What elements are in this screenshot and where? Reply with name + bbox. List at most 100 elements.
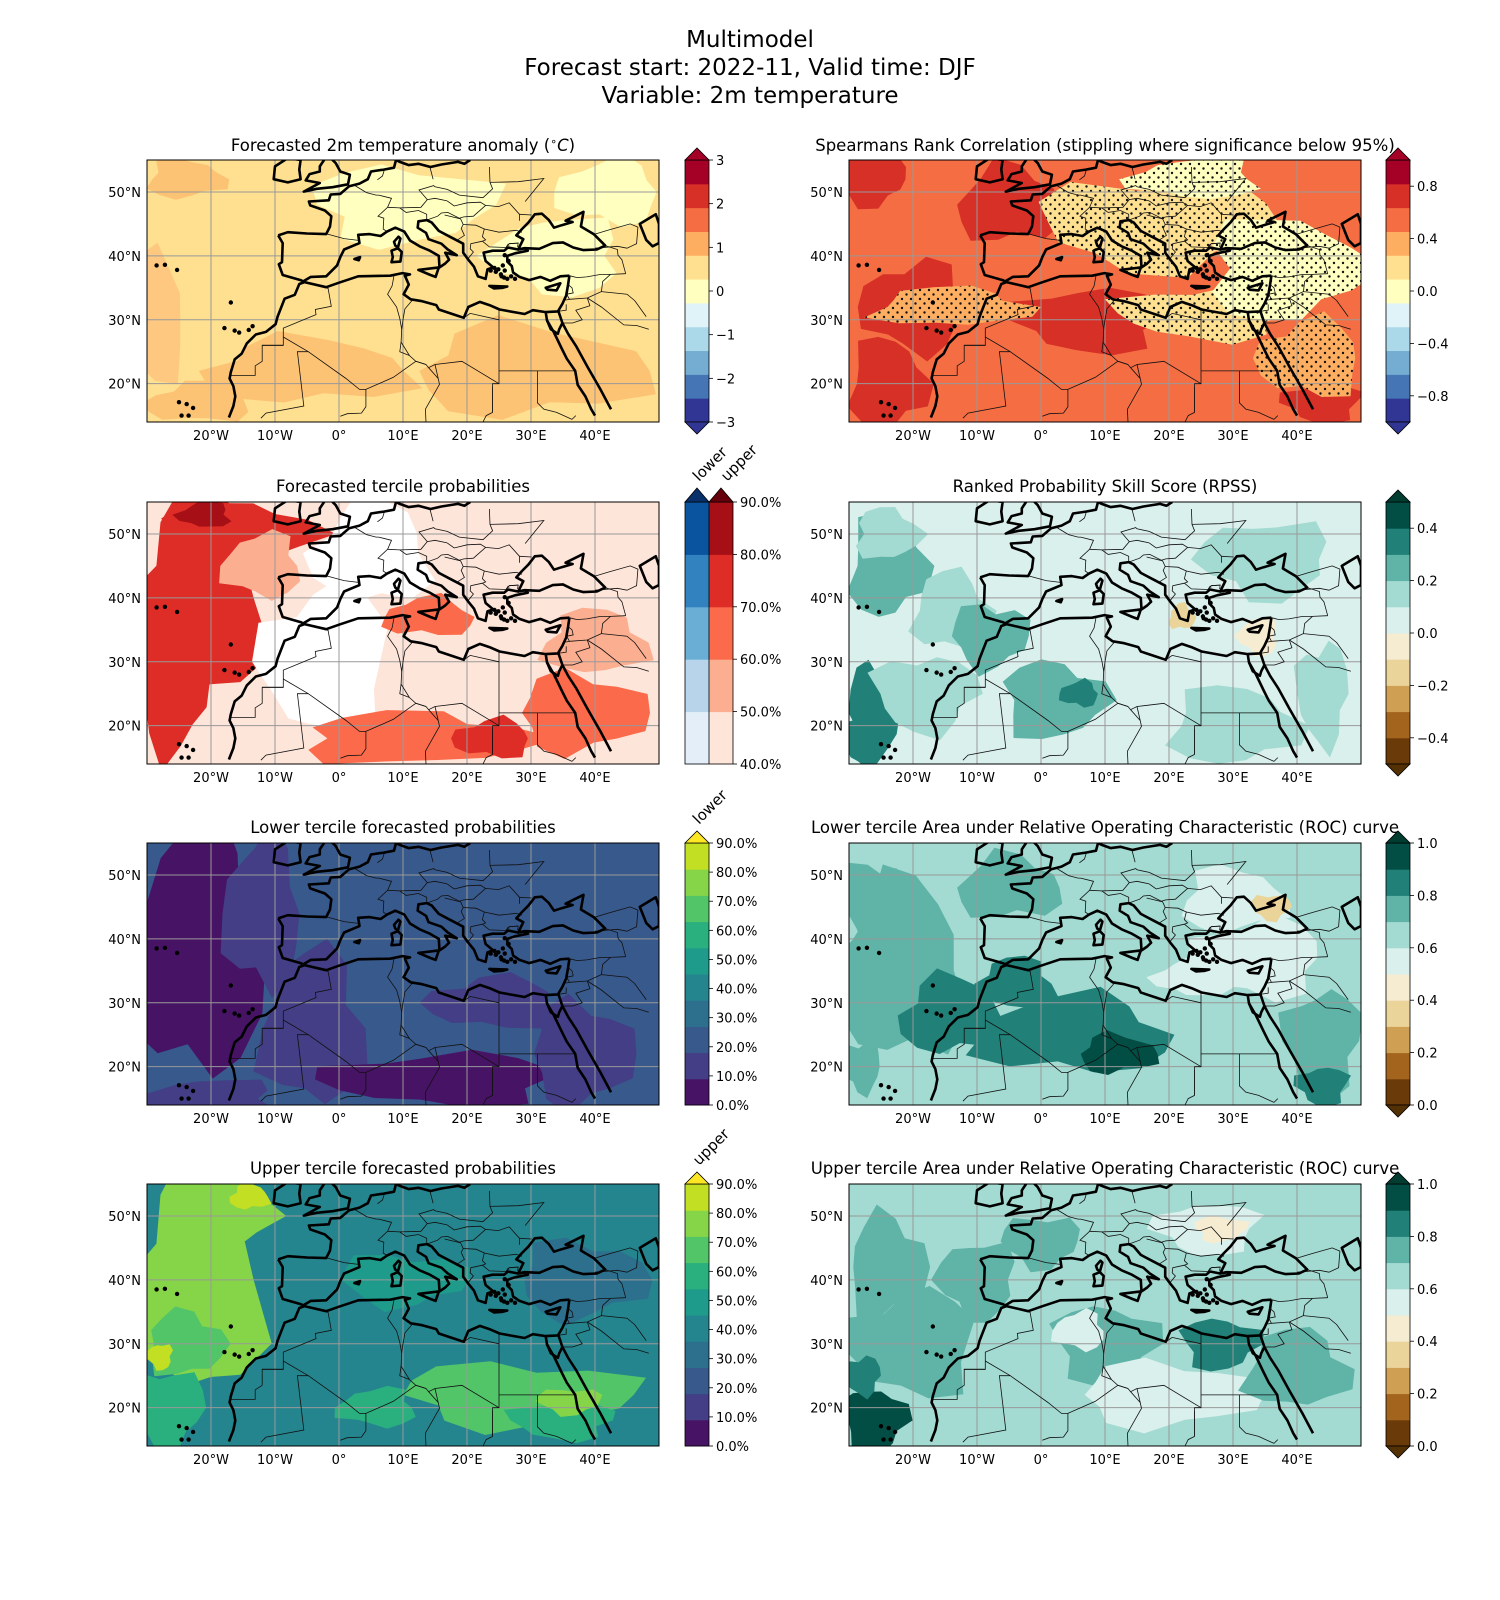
island-marker — [924, 1349, 929, 1355]
field-contour-patch — [419, 972, 549, 1029]
country-border — [1265, 639, 1293, 666]
colorbar-segment — [1386, 554, 1410, 582]
colorbar-segment — [685, 869, 709, 896]
country-border — [426, 1224, 487, 1245]
island-marker — [1202, 605, 1208, 610]
field-contour-patch — [1234, 617, 1277, 657]
country-border — [427, 197, 448, 202]
country-border — [1268, 626, 1276, 637]
lat-tick-label: 20°N — [108, 1402, 141, 1417]
lon-tick-label: 20°E — [451, 429, 482, 444]
country-border — [387, 1230, 428, 1245]
island-marker — [1210, 274, 1216, 279]
country-border — [1191, 519, 1247, 544]
coastline — [1119, 1290, 1143, 1303]
lat-tick-label: 20°N — [108, 1061, 141, 1076]
island-marker — [154, 946, 159, 951]
country-border — [428, 1384, 500, 1409]
lat-tick-label: 40°N — [810, 250, 843, 265]
country-border — [482, 754, 493, 764]
country-border — [1101, 1190, 1196, 1233]
island-marker — [500, 605, 506, 610]
country-border — [1129, 1221, 1150, 1226]
country-border — [1211, 584, 1221, 589]
colorbar-segment — [1386, 947, 1410, 975]
field-contour-patch — [1146, 957, 1235, 996]
island-marker — [154, 1287, 159, 1292]
colorbar-segment — [1386, 528, 1410, 555]
coastline — [395, 843, 471, 852]
country-border — [1117, 1043, 1129, 1048]
island-marker — [492, 948, 497, 954]
colorbar-tick-label: 60.0% — [716, 924, 757, 939]
colorbar-header: upper — [689, 1124, 733, 1168]
colorbar-extension-low — [1385, 421, 1411, 435]
country-border — [1101, 342, 1112, 356]
island-marker — [232, 1011, 237, 1016]
island-marker — [179, 755, 184, 760]
colorbar-tercile — [684, 501, 734, 765]
country-border — [566, 284, 574, 295]
island-marker — [505, 618, 510, 624]
coastline — [1340, 213, 1361, 248]
coastline — [277, 560, 570, 625]
colorbar-spearman — [1385, 159, 1411, 423]
island-marker — [186, 1437, 191, 1442]
island-marker — [488, 268, 493, 273]
country-border — [1303, 633, 1349, 659]
island-marker — [888, 1096, 893, 1101]
island-marker — [512, 276, 518, 282]
country-border — [1127, 1388, 1141, 1403]
panel-title-spearman: Spearmans Rank Correlation (stippling wh… — [815, 136, 1395, 155]
island-marker — [1190, 1292, 1195, 1297]
country-border — [1259, 646, 1269, 654]
colorbar-segment — [1386, 350, 1410, 375]
country-border — [569, 273, 626, 279]
field-contour-patch — [1293, 1067, 1351, 1105]
country-border — [1056, 1209, 1095, 1256]
coastline — [1217, 552, 1309, 594]
colorbar-segment — [685, 1341, 709, 1368]
country-border — [1259, 987, 1269, 995]
island-marker — [179, 1437, 184, 1442]
lon-tick-label: 20°E — [451, 771, 482, 786]
island-marker — [1207, 1300, 1212, 1306]
country-border — [519, 555, 532, 558]
country-border — [444, 897, 465, 924]
country-border — [377, 1193, 385, 1205]
country-border — [594, 906, 639, 932]
country-border — [563, 980, 591, 1007]
country-border — [425, 1047, 439, 1062]
country-border — [1165, 907, 1189, 942]
island-marker — [508, 616, 514, 621]
lon-tick-label: 30°E — [515, 1112, 546, 1127]
island-marker — [496, 1291, 501, 1296]
coastline — [638, 555, 659, 590]
island-marker — [1208, 600, 1213, 606]
island-marker — [856, 946, 861, 951]
field-contour-patch — [315, 1049, 547, 1105]
country-border — [354, 1209, 393, 1256]
country-border — [1079, 511, 1087, 523]
colorbar-upper — [684, 1183, 710, 1447]
coastline — [1119, 608, 1143, 621]
coastline — [1247, 661, 1266, 678]
island-marker — [174, 609, 180, 615]
field-contour-patch — [535, 1389, 603, 1417]
island-marker — [1201, 274, 1206, 279]
country-border — [463, 1336, 500, 1345]
country-border — [1042, 1413, 1069, 1441]
coastline — [1340, 1237, 1361, 1272]
island-marker — [881, 755, 886, 760]
lon-tick-label: 40°E — [1281, 1453, 1312, 1468]
coastline — [1055, 1279, 1064, 1286]
lon-tick-label: 30°E — [1217, 771, 1248, 786]
coastline — [1094, 918, 1104, 932]
field-contour-patch — [1251, 894, 1292, 923]
colorbar-segment — [685, 921, 709, 949]
map-frame — [848, 159, 1362, 423]
lon-tick-label: 0° — [1034, 1453, 1049, 1468]
island-marker — [1214, 1300, 1220, 1306]
island-marker — [246, 669, 251, 675]
country-border — [387, 275, 403, 330]
